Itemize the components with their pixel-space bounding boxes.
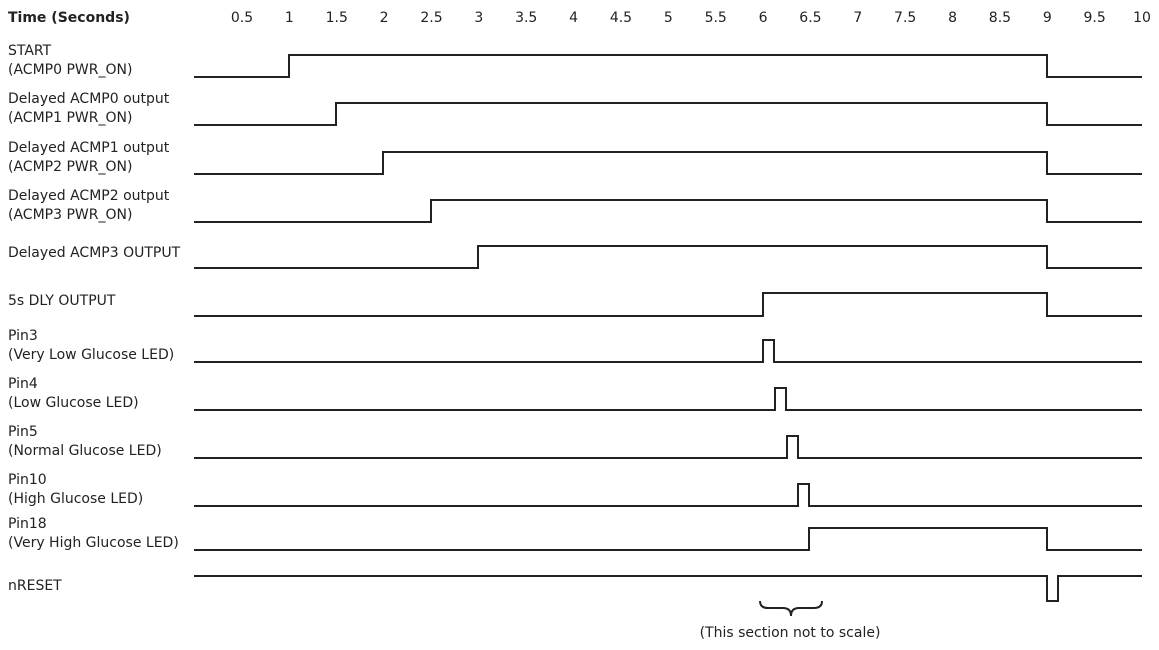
signal-label: Delayed ACMP3 OUTPUT bbox=[8, 245, 181, 261]
signal-label: 5s DLY OUTPUT bbox=[8, 293, 116, 309]
signal-label: Delayed ACMP1 output bbox=[8, 140, 170, 156]
signal-label: (ACMP2 PWR_ON) bbox=[8, 159, 132, 175]
time-tick-label: 6 bbox=[759, 10, 768, 26]
time-tick-label: 9.5 bbox=[1084, 10, 1106, 26]
signal-label: Pin5 bbox=[8, 424, 38, 440]
signal-label: Pin3 bbox=[8, 328, 38, 344]
waveform bbox=[194, 339, 1142, 363]
signal-label: Pin18 bbox=[8, 516, 47, 532]
time-tick-label: 2 bbox=[380, 10, 389, 26]
signal-label: Pin4 bbox=[8, 376, 38, 392]
time-tick-label: 4 bbox=[569, 10, 578, 26]
waveform bbox=[194, 483, 1142, 507]
time-tick-label: 3 bbox=[474, 10, 483, 26]
signal-label: (Low Glucose LED) bbox=[8, 395, 139, 411]
time-tick-label: 5.5 bbox=[705, 10, 727, 26]
waveform bbox=[194, 387, 1142, 411]
note: (This section not to scale) bbox=[700, 625, 881, 641]
waveform bbox=[194, 245, 1142, 269]
signal-label: START bbox=[8, 43, 52, 59]
time-tick-label: 9 bbox=[1043, 10, 1052, 26]
time-tick-label: 8 bbox=[948, 10, 957, 26]
time-tick-label: 5 bbox=[664, 10, 673, 26]
signal-label: (Normal Glucose LED) bbox=[8, 443, 162, 459]
time-tick-label: 2.5 bbox=[420, 10, 442, 26]
time-tick-label: 6.5 bbox=[799, 10, 821, 26]
signal-label: (ACMP0 PWR_ON) bbox=[8, 62, 132, 78]
time-tick-label: 7 bbox=[853, 10, 862, 26]
waveform bbox=[194, 199, 1142, 223]
signal-label: Pin10 bbox=[8, 472, 47, 488]
time-tick-label: 1 bbox=[285, 10, 294, 26]
waveform bbox=[194, 575, 1142, 602]
signal-label: (High Glucose LED) bbox=[8, 491, 143, 507]
time-tick-label: 8.5 bbox=[989, 10, 1011, 26]
signal-label: nRESET bbox=[8, 578, 62, 594]
signal-label: (Very High Glucose LED) bbox=[8, 535, 179, 551]
waveform bbox=[194, 151, 1142, 175]
time-tick-label: 0.5 bbox=[231, 10, 253, 26]
signal-label: Delayed ACMP2 output bbox=[8, 188, 170, 204]
time-tick-label: 10 bbox=[1133, 10, 1151, 26]
signal-label: (Very Low Glucose LED) bbox=[8, 347, 174, 363]
time-tick-label: 4.5 bbox=[610, 10, 632, 26]
axis-title: Time (Seconds) bbox=[8, 10, 130, 26]
time-tick-label: 7.5 bbox=[894, 10, 916, 26]
signal-label: Delayed ACMP0 output bbox=[8, 91, 170, 107]
signal-label: (ACMP3 PWR_ON) bbox=[8, 207, 132, 223]
waveform bbox=[194, 54, 1142, 78]
time-tick-label: 3.5 bbox=[515, 10, 537, 26]
waveform bbox=[194, 527, 1142, 551]
time-tick-label: 1.5 bbox=[326, 10, 348, 26]
waveforms bbox=[194, 54, 1142, 602]
waveform bbox=[194, 292, 1142, 317]
signal-label: (ACMP1 PWR_ON) bbox=[8, 110, 132, 126]
waveform bbox=[194, 102, 1142, 126]
waveform bbox=[194, 435, 1142, 459]
brace bbox=[759, 600, 823, 617]
